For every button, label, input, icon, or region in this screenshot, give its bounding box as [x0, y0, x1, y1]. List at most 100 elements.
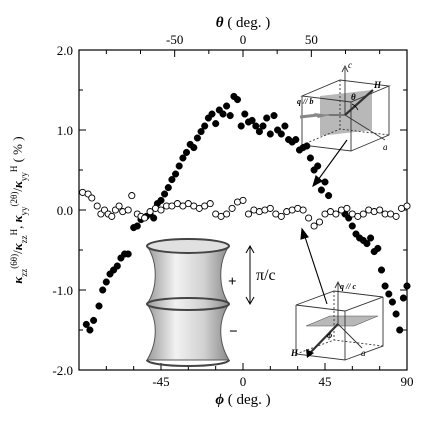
open-data-point — [88, 194, 96, 202]
filled-data-point — [263, 114, 271, 122]
filled-data-point — [223, 102, 231, 110]
open-data-point — [299, 206, 307, 214]
period-arrow-head-bottom — [245, 296, 255, 306]
open-data-point — [310, 222, 318, 230]
data-series — [79, 92, 411, 334]
open-data-point — [239, 196, 247, 204]
axis-ticks — [79, 49, 408, 371]
filled-data-point — [248, 116, 256, 124]
open-data-point — [206, 200, 214, 208]
filled-data-point — [396, 326, 404, 334]
filled-data-point — [237, 122, 245, 130]
open-data-point — [392, 212, 400, 220]
open-data-point — [115, 202, 123, 210]
open-data-point — [359, 210, 367, 218]
open-data-point — [108, 212, 116, 220]
y-tick-label: 2.0 — [57, 43, 73, 58]
filled-data-point — [201, 122, 209, 130]
x-tick-label: 45 — [319, 374, 332, 389]
open-data-point — [244, 210, 253, 218]
fermi-surface-top-rim — [146, 238, 230, 254]
open-data-point — [403, 202, 411, 210]
filled-data-point — [314, 162, 322, 170]
filled-data-point — [363, 240, 371, 248]
upper-inset-diagram: c q // b θ H a — [297, 60, 391, 152]
filled-data-point — [197, 128, 205, 136]
x-tick-label: 0 — [240, 374, 247, 389]
filled-data-point — [317, 186, 325, 194]
open-data-point — [128, 192, 136, 200]
y-axis-title: κzz(6θ)/κzzH, κyy(2θ)/κyyH ( % ) — [9, 136, 29, 283]
lower-inset-diagram: q // c ϕ H a — [290, 280, 384, 361]
filled-data-point — [179, 154, 187, 162]
filled-data-point — [255, 128, 263, 136]
filled-data-point — [102, 278, 110, 286]
filled-data-point — [164, 184, 172, 192]
filled-data-point — [277, 130, 285, 138]
filled-data-point — [193, 134, 201, 142]
axis-tick-labels: -45 0 45 90 -2.0 -1.0 0.0 1.0 2.0 -50 0 50 — [52, 32, 413, 389]
top-x-axis-title: θ ( deg. ) — [216, 15, 270, 31]
filled-data-point — [348, 222, 356, 230]
lower-inset-h-label: H — [290, 348, 299, 358]
period-label: π/c — [256, 267, 276, 284]
filled-data-point — [82, 320, 90, 328]
filled-data-point — [161, 190, 169, 198]
x-tick-label: -45 — [152, 374, 169, 389]
filled-data-point — [133, 222, 141, 230]
fermi-surface-bottom-rim — [146, 359, 230, 367]
open-data-point — [93, 202, 101, 210]
open-data-point — [146, 208, 154, 216]
open-data-point — [315, 218, 324, 226]
open-data-point — [305, 214, 313, 222]
filled-data-point — [377, 266, 386, 274]
filled-data-point — [233, 96, 242, 104]
top-x-tick-label: -50 — [166, 32, 183, 47]
filled-data-point — [86, 326, 94, 334]
filled-data-point — [367, 234, 375, 242]
filled-data-point — [150, 214, 158, 222]
filled-data-point — [281, 122, 289, 130]
filled-data-point — [388, 298, 396, 306]
minus-sign: − — [229, 324, 238, 340]
upper-inset-c-label: c — [348, 60, 352, 70]
open-data-point — [157, 206, 165, 214]
lower-inset-a-label: a — [361, 348, 366, 358]
filled-data-point — [90, 316, 98, 324]
filled-data-point — [266, 130, 274, 138]
open-data-point — [124, 206, 132, 214]
upper-inset-a-label: a — [383, 142, 388, 152]
filled-data-point — [95, 302, 103, 310]
lower-inset-q-label: q // c — [340, 282, 356, 291]
filled-data-point — [175, 162, 183, 170]
filled-data-point — [124, 250, 132, 258]
top-x-tick-label: 0 — [240, 32, 247, 47]
x-tick-label: 90 — [401, 374, 414, 389]
top-x-tick-label: 50 — [305, 32, 318, 47]
open-data-point — [277, 212, 285, 220]
plus-sign: + — [228, 274, 237, 290]
filled-data-point — [99, 286, 107, 294]
filled-data-point — [208, 110, 216, 118]
filled-data-point — [306, 154, 314, 162]
y-tick-label: 0.0 — [57, 203, 73, 218]
filled-data-point — [292, 136, 300, 144]
filled-data-point — [381, 282, 389, 290]
filled-data-point — [270, 112, 278, 120]
filled-data-point — [385, 290, 393, 298]
filled-data-point — [168, 176, 176, 184]
filled-data-point — [392, 310, 400, 318]
open-data-point — [223, 210, 231, 218]
filled-data-point — [403, 282, 411, 290]
filled-data-point — [241, 110, 249, 118]
upper-inset-h-label: H — [373, 80, 382, 90]
open-data-point — [228, 204, 236, 212]
y-tick-label: 1.0 — [57, 123, 73, 138]
fermi-surface-illustration: + − π/c — [146, 238, 276, 367]
filled-data-point — [259, 122, 267, 130]
filled-data-point — [172, 170, 180, 178]
filled-data-point — [190, 144, 198, 152]
open-data-point — [332, 210, 340, 218]
period-arrow-head-top — [245, 244, 255, 254]
